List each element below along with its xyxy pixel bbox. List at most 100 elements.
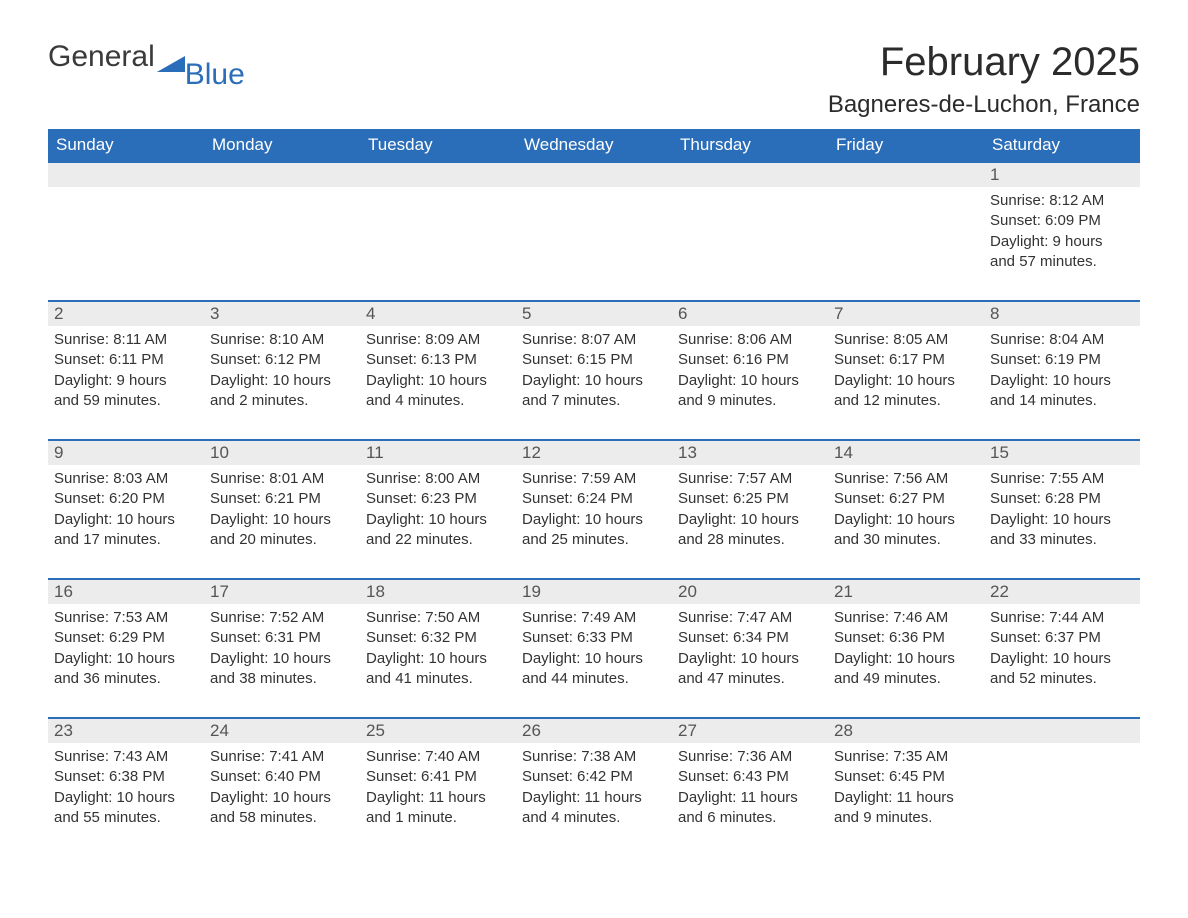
day-number-cell: 6 bbox=[672, 301, 828, 326]
day-day2: and 7 minutes. bbox=[522, 391, 666, 411]
day-sunrise: Sunrise: 7:50 AM bbox=[366, 608, 510, 628]
day-day1: Daylight: 10 hours bbox=[678, 510, 822, 530]
day-sunset: Sunset: 6:42 PM bbox=[522, 767, 666, 787]
day-data-cell: Sunrise: 7:36 AMSunset: 6:43 PMDaylight:… bbox=[672, 743, 828, 838]
day-data-cell: Sunrise: 7:53 AMSunset: 6:29 PMDaylight:… bbox=[48, 604, 204, 718]
day-data-cell bbox=[516, 187, 672, 301]
day-day1: Daylight: 10 hours bbox=[522, 649, 666, 669]
day-day2: and 4 minutes. bbox=[522, 808, 666, 828]
day-sunset: Sunset: 6:29 PM bbox=[54, 628, 198, 648]
day-sunset: Sunset: 6:27 PM bbox=[834, 489, 978, 509]
day-day1: Daylight: 10 hours bbox=[522, 510, 666, 530]
day-sunrise: Sunrise: 7:35 AM bbox=[834, 747, 978, 767]
week-daydata-row: Sunrise: 7:43 AMSunset: 6:38 PM Daylight:… bbox=[48, 743, 1140, 838]
day-number: 14 bbox=[834, 443, 853, 462]
day-header-row: Sunday Monday Tuesday Wednesday Thursday… bbox=[48, 129, 1140, 162]
day-day1: Daylight: 10 hours bbox=[210, 649, 354, 669]
day-number: 19 bbox=[522, 582, 541, 601]
week-daynum-row: 9101112131415 bbox=[48, 440, 1140, 465]
day-sunrise: Sunrise: 7:59 AM bbox=[522, 469, 666, 489]
day-day1: Daylight: 11 hours bbox=[522, 788, 666, 808]
day-sunset: Sunset: 6:34 PM bbox=[678, 628, 822, 648]
week-daynum-row: 2345678 bbox=[48, 301, 1140, 326]
day-data-cell: Sunrise: 7:38 AMSunset: 6:42 PMDaylight:… bbox=[516, 743, 672, 838]
logo-mark-icon bbox=[157, 50, 185, 72]
day-sunset: Sunset: 6:32 PM bbox=[366, 628, 510, 648]
day-day2: and 44 minutes. bbox=[522, 669, 666, 689]
day-sunrise: Sunrise: 7:52 AM bbox=[210, 608, 354, 628]
day-number-cell: 15 bbox=[984, 440, 1140, 465]
day-number-cell: 19 bbox=[516, 579, 672, 604]
day-day2: and 20 minutes. bbox=[210, 530, 354, 550]
day-day2: and 57 minutes. bbox=[990, 252, 1134, 272]
day-day1: Daylight: 10 hours bbox=[366, 371, 510, 391]
location-label: Bagneres-de-Luchon, France bbox=[48, 91, 1140, 119]
day-sunrise: Sunrise: 8:09 AM bbox=[366, 330, 510, 350]
day-data-cell: Sunrise: 7:57 AMSunset: 6:25 PMDaylight:… bbox=[672, 465, 828, 579]
day-number-cell bbox=[360, 162, 516, 187]
day-data-cell: Sunrise: 8:05 AMSunset: 6:17 PMDaylight:… bbox=[828, 326, 984, 440]
dayhead-mon: Monday bbox=[204, 129, 360, 162]
page-title: February 2025 bbox=[880, 40, 1140, 85]
day-sunset: Sunset: 6:12 PM bbox=[210, 350, 354, 370]
day-day2: and 52 minutes. bbox=[990, 669, 1134, 689]
day-day2: and 2 minutes. bbox=[210, 391, 354, 411]
day-number: 5 bbox=[522, 304, 531, 323]
week-daynum-row: 1 bbox=[48, 162, 1140, 187]
day-day2: and 9 minutes. bbox=[678, 391, 822, 411]
day-day1: Daylight: 10 hours bbox=[522, 371, 666, 391]
day-sunset: Sunset: 6:38 PM bbox=[54, 767, 198, 787]
day-number: 26 bbox=[522, 721, 541, 740]
day-day1: Daylight: 9 hours bbox=[990, 232, 1134, 252]
dayhead-thu: Thursday bbox=[672, 129, 828, 162]
day-number-cell: 17 bbox=[204, 579, 360, 604]
day-sunrise: Sunrise: 7:38 AM bbox=[522, 747, 666, 767]
day-day2: and 49 minutes. bbox=[834, 669, 978, 689]
day-number-cell: 11 bbox=[360, 440, 516, 465]
day-number-cell: 25 bbox=[360, 718, 516, 743]
dayhead-sun: Sunday bbox=[48, 129, 204, 162]
day-data-cell: Sunrise: 7:55 AMSunset: 6:28 PMDaylight:… bbox=[984, 465, 1140, 579]
week-daynum-row: 16171819202122 bbox=[48, 579, 1140, 604]
day-number-cell: 3 bbox=[204, 301, 360, 326]
day-sunset: Sunset: 6:41 PM bbox=[366, 767, 510, 787]
day-data-cell: Sunrise: 8:06 AMSunset: 6:16 PMDaylight:… bbox=[672, 326, 828, 440]
day-data-cell: Sunrise: 7:40 AMSunset: 6:41 PMDaylight:… bbox=[360, 743, 516, 838]
day-day2: and 30 minutes. bbox=[834, 530, 978, 550]
day-day2: and 47 minutes. bbox=[678, 669, 822, 689]
day-day2: and 12 minutes. bbox=[834, 391, 978, 411]
day-data-cell: Sunrise: 8:01 AMSunset: 6:21 PMDaylight:… bbox=[204, 465, 360, 579]
day-sunset: Sunset: 6:20 PM bbox=[54, 489, 198, 509]
day-day2: and 55 minutes. bbox=[54, 808, 198, 828]
day-day2: and 6 minutes. bbox=[678, 808, 822, 828]
day-day2: and 25 minutes. bbox=[522, 530, 666, 550]
day-day2: and 38 minutes. bbox=[210, 669, 354, 689]
day-sunrise: Sunrise: 7:36 AM bbox=[678, 747, 822, 767]
day-day2: and 1 minute. bbox=[366, 808, 510, 828]
day-number-cell: 22 bbox=[984, 579, 1140, 604]
day-number-cell: 4 bbox=[360, 301, 516, 326]
day-sunrise: Sunrise: 8:10 AM bbox=[210, 330, 354, 350]
day-day2: and 59 minutes. bbox=[54, 391, 198, 411]
day-data-cell bbox=[48, 187, 204, 301]
day-sunrise: Sunrise: 8:01 AM bbox=[210, 469, 354, 489]
day-sunrise: Sunrise: 8:00 AM bbox=[366, 469, 510, 489]
day-sunset: Sunset: 6:16 PM bbox=[678, 350, 822, 370]
day-number-cell bbox=[516, 162, 672, 187]
day-day2: and 14 minutes. bbox=[990, 391, 1134, 411]
day-sunset: Sunset: 6:40 PM bbox=[210, 767, 354, 787]
day-sunrise: Sunrise: 7:43 AM bbox=[54, 747, 198, 767]
day-number: 6 bbox=[678, 304, 687, 323]
day-sunrise: Sunrise: 8:11 AM bbox=[54, 330, 198, 350]
day-data-cell: Sunrise: 8:07 AMSunset: 6:15 PMDaylight:… bbox=[516, 326, 672, 440]
day-number: 15 bbox=[990, 443, 1009, 462]
day-number-cell: 1 bbox=[984, 162, 1140, 187]
day-number-cell: 21 bbox=[828, 579, 984, 604]
day-day2: and 41 minutes. bbox=[366, 669, 510, 689]
week-daydata-row: Sunrise: 8:12 AMSunset: 6:09 PMDaylight:… bbox=[48, 187, 1140, 301]
week-daydata-row: Sunrise: 8:11 AMSunset: 6:11 PMDaylight:… bbox=[48, 326, 1140, 440]
day-number: 23 bbox=[54, 721, 73, 740]
day-data-cell bbox=[204, 187, 360, 301]
day-number: 16 bbox=[54, 582, 73, 601]
day-sunset: Sunset: 6:19 PM bbox=[990, 350, 1134, 370]
